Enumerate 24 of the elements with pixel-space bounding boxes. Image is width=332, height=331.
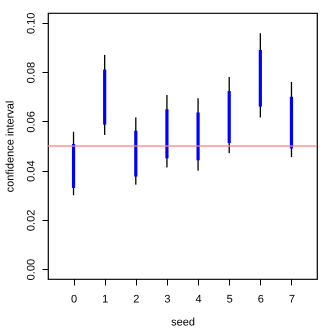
x-tick-label: 3	[164, 294, 170, 306]
bar	[72, 144, 76, 188]
x-tick-label: 5	[226, 294, 233, 306]
y-tick-label: 0.04	[26, 160, 38, 182]
bar	[134, 130, 138, 177]
bar	[258, 50, 262, 107]
bar	[228, 91, 231, 144]
y-tick-label: 0.02	[26, 210, 38, 232]
x-tick-label: 2	[133, 294, 140, 306]
y-axis-title: confidence interval	[4, 100, 16, 192]
x-tick-label: 4	[196, 294, 202, 306]
y-tick-label: 0.06	[26, 111, 38, 133]
x-tick-label: 0	[70, 294, 78, 306]
y-tick-label: 0.08	[26, 62, 38, 84]
bar	[103, 70, 106, 125]
y-tick-label: 0.10	[26, 12, 38, 34]
x-tick-label: 1	[102, 294, 108, 306]
x-axis-title: seed	[171, 316, 195, 328]
y-tick-label: 0.00	[26, 258, 38, 280]
x-tick-label: 7	[288, 294, 296, 306]
bar	[196, 112, 200, 160]
bar	[165, 109, 169, 158]
bar	[290, 96, 294, 148]
x-tick-label: 6	[258, 294, 264, 306]
